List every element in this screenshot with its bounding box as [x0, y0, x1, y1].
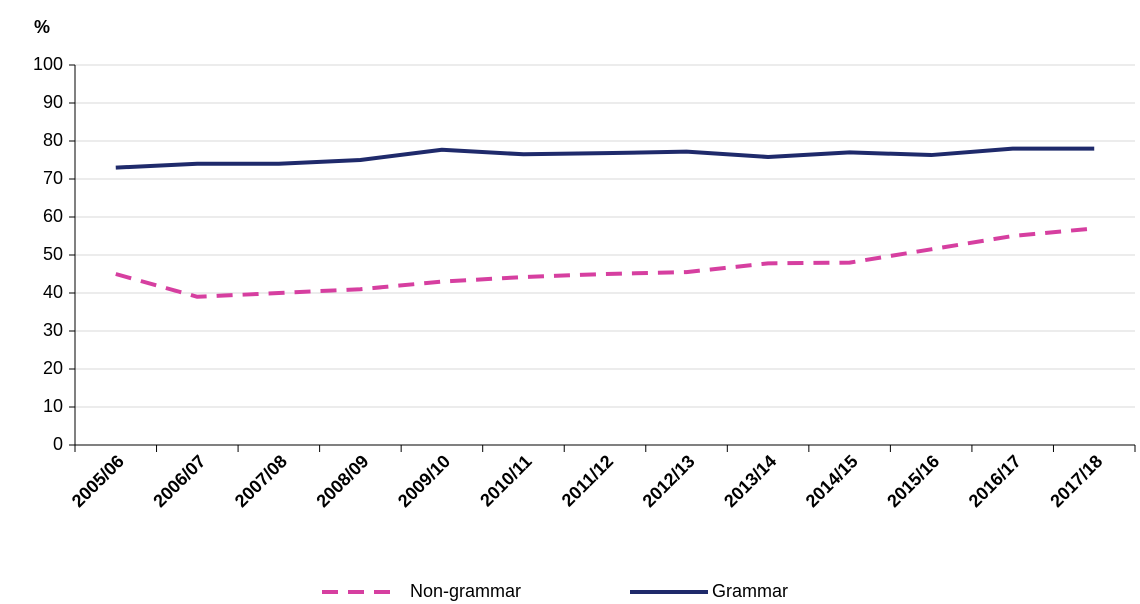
x-tick-label: 2017/18 — [1046, 451, 1106, 511]
x-tick-label: 2013/14 — [720, 451, 780, 511]
y-tick-label: 0 — [53, 434, 63, 454]
legend-label: Grammar — [712, 581, 788, 601]
y-tick-label: 90 — [43, 92, 63, 112]
legend-label: Non-grammar — [410, 581, 521, 601]
x-tick-label: 2009/10 — [394, 451, 454, 511]
x-tick-label: 2008/09 — [312, 451, 372, 511]
y-tick-label: 100 — [33, 54, 63, 74]
y-tick-label: 10 — [43, 396, 63, 416]
x-tick-label: 2010/11 — [476, 451, 535, 510]
y-tick-label: 70 — [43, 168, 63, 188]
x-tick-label: 2015/16 — [883, 451, 943, 511]
y-axis-label: % — [34, 17, 50, 37]
x-tick-label: 2005/06 — [68, 451, 128, 511]
x-tick-label: 2014/15 — [802, 451, 862, 511]
x-tick-label: 2011/12 — [558, 451, 617, 510]
y-tick-label: 20 — [43, 358, 63, 378]
x-tick-label: 2016/17 — [965, 451, 1025, 511]
y-tick-label: 80 — [43, 130, 63, 150]
series-line — [115, 146, 1095, 170]
y-tick-label: 50 — [43, 244, 63, 264]
y-tick-label: 30 — [43, 320, 63, 340]
x-tick-label: 2012/13 — [639, 451, 699, 511]
x-tick-label: 2007/08 — [231, 451, 291, 511]
x-tick-label: 2006/07 — [149, 451, 209, 511]
y-tick-label: 60 — [43, 206, 63, 226]
y-tick-label: 40 — [43, 282, 63, 302]
series-line — [115, 226, 1095, 299]
